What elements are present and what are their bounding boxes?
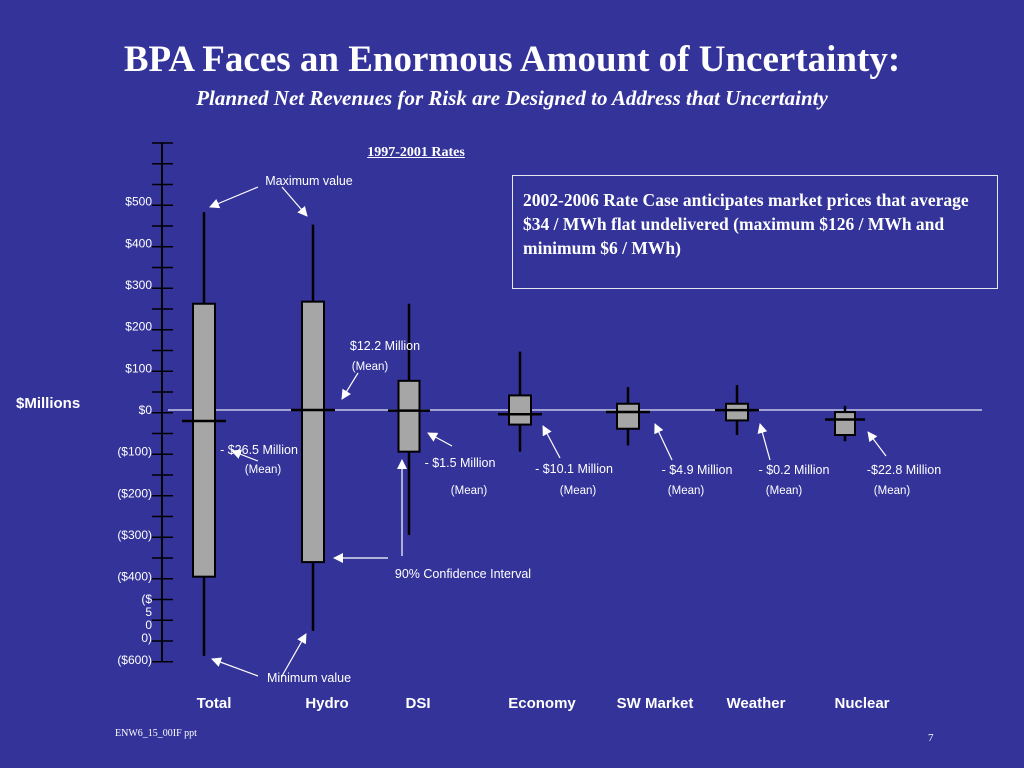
x-axis-categories: Total Hydro DSI Economy SW Market Weather Nucl… — [197, 695, 890, 712]
y-axis: $500 $400 $300 $200 $100 $0 ($100) ($200) ($300)… — [117, 142, 173, 667]
y-tick-label: ($400) — [117, 570, 152, 584]
confidence-box — [834, 411, 856, 437]
mean-label-weather: - $0.2 Million (Mean) — [757, 423, 830, 497]
y-tick-label: $200 — [125, 320, 152, 334]
mean-value-label: - $26.5 Million — [220, 443, 298, 457]
mean-value-label: - $0.2 Million — [759, 463, 830, 477]
box-dsi — [388, 303, 430, 536]
confidence-box — [725, 402, 749, 422]
mean-labels: - $26.5 Million (Mean) $12.2 Million (Mean)… — [220, 339, 941, 497]
y-tick-label: ($200) — [117, 486, 152, 500]
mean-label-sw-market: - $4.9 Million (Mean) — [654, 423, 733, 497]
y-tick-label: ($300) — [117, 528, 152, 542]
arrow-min-total — [211, 657, 259, 677]
box-weather — [715, 384, 759, 436]
box-hydro — [291, 224, 335, 631]
y-tick-label: $400 — [125, 236, 152, 250]
box-sw-market — [606, 387, 650, 446]
mean-value-label: - $4.9 Million — [662, 463, 733, 477]
y-tick-label: ($ 5 0 0) — [141, 592, 152, 645]
mean-sub-label: (Mean) — [352, 361, 389, 373]
mean-label-economy: - $10.1 Million (Mean) — [535, 425, 613, 497]
mean-value-label: $12.2 Million — [350, 339, 420, 353]
mean-value-label: -$22.8 Million — [867, 463, 941, 477]
y-tick-label: $300 — [125, 278, 152, 292]
box-nuclear — [825, 405, 865, 442]
market-price-note: 2002-2006 Rate Case anticipates market p… — [512, 175, 998, 289]
mean-arrow — [654, 423, 673, 461]
confidence-box — [616, 402, 640, 430]
y-tick-label: ($600) — [117, 653, 152, 667]
mean-label-total: - $26.5 Million (Mean) — [220, 443, 298, 476]
arrow-max-total — [209, 186, 259, 209]
category-label-dsi: DSI — [405, 695, 430, 712]
mean-label-dsi: - $1.5 Million (Mean) — [425, 432, 496, 497]
mean-label-nuclear: -$22.8 Million (Mean) — [867, 431, 941, 497]
mean-sub-label: (Mean) — [560, 485, 597, 497]
arrow-min-hydro — [281, 633, 307, 677]
y-axis-title: $Millions — [16, 395, 81, 412]
mean-arrow — [757, 423, 771, 461]
category-label-nuclear: Nuclear — [834, 695, 889, 712]
mean-arrow — [867, 431, 887, 457]
page-number: 7 — [928, 732, 934, 744]
mean-arrow — [231, 449, 259, 462]
mean-arrow — [427, 432, 453, 447]
slide-subtitle: Planned Net Revenues for Risk are Design… — [196, 86, 828, 110]
mean-label-hydro: $12.2 Million (Mean) — [341, 339, 420, 400]
footer-text: ENW6_15_00IF ppt — [115, 728, 197, 739]
maximum-value-label: Maximum value — [265, 174, 353, 188]
category-label-total: Total — [197, 695, 232, 712]
mean-value-label: - $10.1 Million — [535, 462, 613, 476]
annotation-arrows — [209, 186, 407, 677]
mean-arrow — [341, 372, 359, 400]
minimum-value-label: Minimum value — [267, 671, 351, 685]
confidence-box — [192, 302, 216, 578]
mean-sub-label: (Mean) — [451, 485, 488, 497]
chart-title: 1997-2001 Rates — [367, 145, 465, 160]
slide-title: BPA Faces an Enormous Amount of Uncertai… — [123, 39, 901, 80]
y-tick-label: $500 — [125, 195, 152, 209]
arrow-max-hydro — [281, 186, 308, 217]
box-series — [182, 212, 865, 656]
mean-sub-label: (Mean) — [766, 485, 803, 497]
mean-value-label: - $1.5 Million — [425, 456, 496, 470]
mean-sub-label: (Mean) — [874, 485, 911, 497]
category-label-economy: Economy — [508, 695, 576, 712]
category-label-hydro: Hydro — [305, 695, 348, 712]
confidence-box — [397, 379, 421, 453]
category-label-weather: Weather — [727, 695, 786, 712]
mean-arrow — [542, 425, 561, 459]
confidence-box — [508, 394, 532, 426]
category-label-sw-market: SW Market — [617, 695, 694, 712]
confidence-box — [301, 300, 325, 564]
y-tick-label: ($100) — [117, 445, 152, 459]
box-economy — [498, 351, 542, 452]
confidence-interval-label: 90% Confidence Interval — [395, 567, 531, 581]
box-total — [182, 212, 226, 656]
y-tick-label: $100 — [125, 361, 152, 375]
y-tick-label: $0 — [139, 403, 153, 417]
mean-sub-label: (Mean) — [668, 485, 705, 497]
mean-sub-label: (Mean) — [245, 464, 282, 476]
